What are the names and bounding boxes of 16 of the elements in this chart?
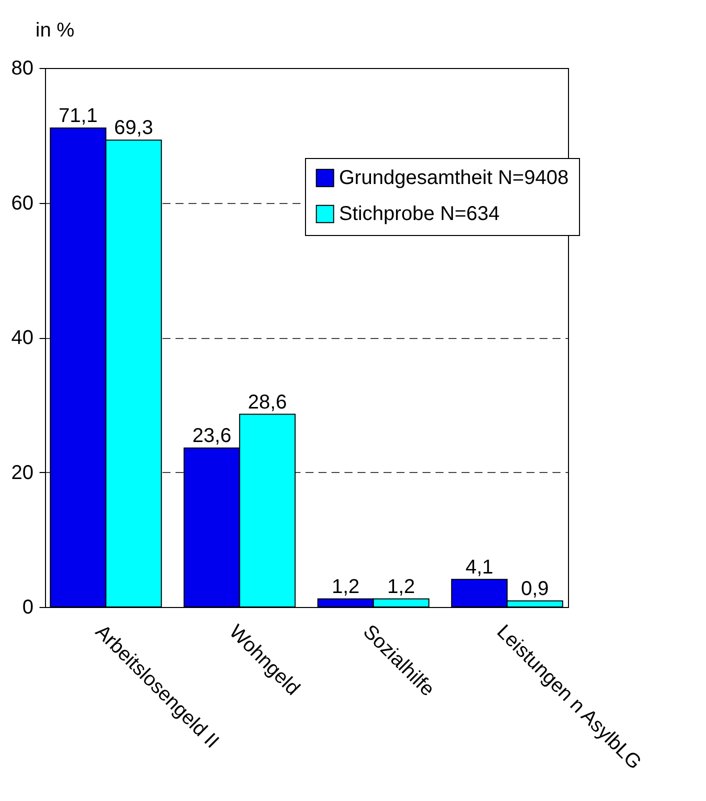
data-label: 71,1 xyxy=(58,104,98,127)
data-label: 1,2 xyxy=(332,576,360,598)
data-label: 69,3 xyxy=(114,117,154,140)
legend-label: Stichprobe N=634 xyxy=(339,203,500,225)
y-axis-title: in % xyxy=(36,20,75,42)
y-tick-label: 40 xyxy=(11,327,34,349)
data-label: 28,6 xyxy=(248,391,287,414)
y-tick-label: 0 xyxy=(22,596,34,618)
y-tick-label: 80 xyxy=(11,58,34,80)
data-label: 4,1 xyxy=(465,556,494,578)
y-tick-label: 60 xyxy=(11,192,34,214)
y-tick-label: 20 xyxy=(11,462,34,484)
data-label: 23,6 xyxy=(192,424,232,447)
data-label: 0,9 xyxy=(520,578,549,600)
data-label: 1,2 xyxy=(387,576,416,598)
legend-label: Grundgesamtheit N=9408 xyxy=(339,167,569,189)
